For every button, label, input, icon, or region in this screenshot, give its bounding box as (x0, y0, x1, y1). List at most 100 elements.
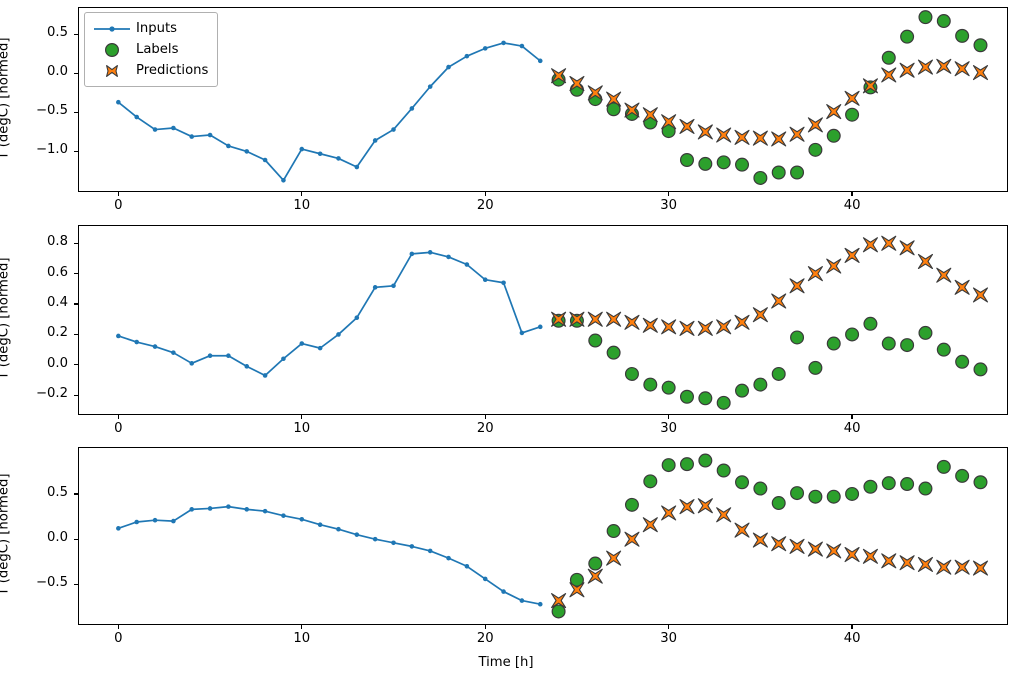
prediction-marker (752, 532, 768, 548)
prediction-marker (771, 293, 787, 309)
y-tick-label: 0.0 (47, 64, 68, 80)
prediction-marker (972, 560, 989, 576)
prediction-marker (807, 541, 823, 557)
inputs-point (244, 149, 250, 154)
prediction-marker (569, 75, 585, 92)
inputs-point (427, 250, 433, 255)
prediction-marker (661, 114, 677, 130)
x-tick-mark (117, 192, 119, 196)
label-marker (643, 377, 658, 392)
inputs-point (262, 508, 268, 514)
inputs-point (226, 353, 231, 359)
x-tick-mark (301, 192, 303, 196)
label-marker (808, 360, 823, 375)
label-marker (624, 366, 639, 381)
prediction-marker (917, 253, 934, 270)
y-tick-mark (74, 333, 78, 336)
label-marker (716, 155, 731, 170)
prediction-marker (899, 62, 915, 78)
inputs-point (244, 507, 250, 512)
legend: Inputs Labels Predictions (84, 12, 219, 87)
label-marker (845, 327, 860, 342)
label-marker (698, 156, 713, 171)
prediction-marker (587, 311, 603, 327)
x-tick-mark (117, 625, 119, 629)
label-marker (900, 477, 915, 492)
label-marker (551, 604, 566, 619)
legend-entry-labels: Labels (92, 39, 208, 60)
prediction-marker (954, 279, 970, 295)
prediction-marker (917, 556, 934, 573)
inputs-point (501, 589, 506, 594)
prediction-marker (661, 505, 677, 521)
x-tick-mark (851, 415, 853, 419)
inputs-point (482, 46, 488, 51)
prediction-marker (569, 582, 585, 598)
prediction-marker (881, 235, 897, 251)
label-marker (790, 486, 805, 501)
y-tick-mark (74, 242, 78, 244)
prediction-marker (587, 85, 603, 101)
x-tick-mark (668, 192, 670, 196)
label-marker (735, 157, 750, 172)
prediction-marker (679, 320, 695, 336)
prediction-marker (881, 67, 897, 83)
inputs-point (317, 151, 323, 157)
x-tick-mark (301, 415, 303, 419)
inputs-point (537, 58, 543, 64)
prediction-marker (844, 90, 860, 106)
prediction-marker (679, 118, 695, 134)
label-marker (808, 142, 823, 157)
label-marker (716, 395, 731, 410)
y-tick-mark (74, 273, 78, 275)
inputs-point (409, 251, 415, 257)
inputs-point (446, 555, 451, 561)
y-tick-mark (74, 394, 78, 396)
inputs-point (171, 350, 176, 355)
inputs-point (446, 254, 451, 260)
prediction-marker (771, 536, 787, 552)
x-tick-label: 30 (660, 631, 678, 646)
label-marker (716, 463, 731, 478)
inputs-point (354, 164, 360, 170)
inputs-point (372, 285, 378, 290)
inputs-point (409, 544, 415, 549)
x-tick-label: 0 (114, 421, 123, 436)
y-tick-mark (74, 150, 78, 152)
prediction-marker (587, 568, 603, 584)
label-marker (606, 524, 621, 539)
inputs-point (152, 517, 158, 523)
label-marker (624, 497, 639, 512)
prediction-marker (936, 267, 952, 283)
prediction-marker (936, 559, 952, 575)
label-marker (826, 489, 841, 504)
inputs-point (207, 132, 213, 138)
inputs-point (501, 280, 506, 286)
inputs-point (464, 53, 470, 59)
label-marker (918, 481, 933, 496)
prediction-marker (826, 258, 842, 274)
label-marker (771, 165, 786, 180)
y-tick-mark (74, 33, 78, 35)
inputs-point (537, 601, 543, 607)
x-tick-label: 20 (476, 631, 494, 646)
x-tick-mark (851, 192, 853, 196)
label-marker (918, 10, 933, 25)
label-marker (661, 380, 676, 395)
prediction-marker (624, 314, 640, 330)
label-marker (936, 459, 951, 474)
x-tick-mark (301, 625, 303, 629)
prediction-marker (624, 531, 640, 547)
x-tick-mark (851, 625, 853, 629)
label-marker (790, 330, 805, 345)
inputs-point (464, 262, 470, 267)
prediction-marker (881, 553, 897, 569)
x-tick-label: 20 (476, 421, 494, 436)
y-tick-label: 0.4 (47, 295, 68, 311)
x-tick-label: 10 (293, 631, 311, 646)
inputs-point (299, 516, 305, 522)
inputs-point (262, 157, 268, 163)
label-marker (753, 481, 768, 496)
